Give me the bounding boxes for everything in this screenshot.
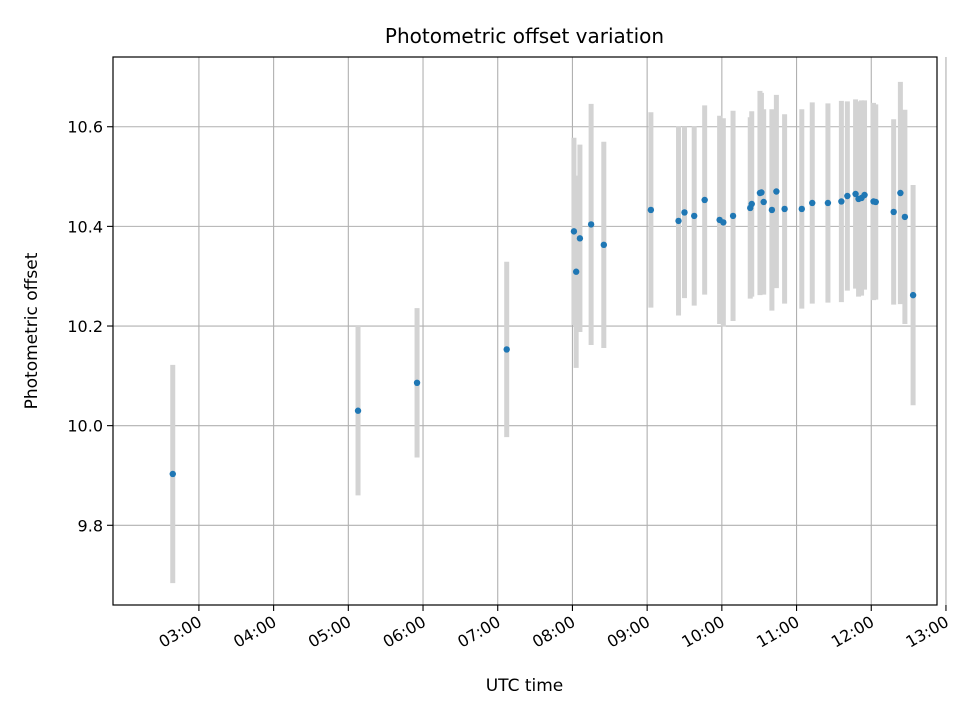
data-point	[576, 235, 584, 242]
data-point	[748, 200, 755, 208]
data-point	[901, 213, 909, 221]
y-tick-label: 10.0	[67, 417, 103, 436]
data-point	[169, 470, 176, 478]
y-tick-label: 9.8	[78, 516, 103, 535]
data-point	[909, 291, 917, 299]
data-point	[701, 196, 708, 204]
data-point	[824, 199, 832, 207]
data-point	[354, 407, 362, 414]
data-point	[897, 189, 904, 197]
data-point	[838, 198, 845, 205]
y-axis-ticks: 9.8 10.0 10.2 10.4 10.6	[67, 118, 113, 535]
data-point	[760, 198, 767, 206]
x-axis-title: UTC time	[486, 676, 564, 696]
data-point	[572, 268, 580, 275]
data-point	[781, 205, 788, 213]
data-point	[890, 208, 897, 216]
y-tick-label: 10.6	[67, 118, 103, 137]
data-point	[647, 206, 655, 214]
data-point	[872, 198, 879, 206]
y-tick-label: 10.2	[67, 317, 103, 336]
data-point	[720, 219, 727, 226]
y-axis-title: Photometric offset	[22, 252, 42, 409]
data-point	[729, 212, 737, 220]
plot-frame	[112, 56, 938, 606]
data-point	[844, 192, 851, 200]
data-point	[798, 205, 805, 213]
data-point	[773, 188, 780, 195]
data-point	[570, 228, 578, 235]
data-point	[675, 217, 682, 225]
data-point	[861, 191, 868, 199]
data-point	[413, 379, 421, 387]
data-points	[169, 188, 917, 478]
data-point	[768, 206, 776, 214]
y-tick-label: 10.4	[67, 217, 103, 236]
data-point	[587, 221, 595, 228]
data-point	[758, 189, 765, 196]
data-point	[503, 346, 510, 353]
data-point	[681, 209, 688, 216]
data-point	[691, 212, 698, 220]
data-point	[600, 241, 608, 249]
data-point	[809, 199, 816, 207]
data-point	[852, 190, 859, 198]
chart-title: Photometric offset variation	[385, 24, 664, 48]
